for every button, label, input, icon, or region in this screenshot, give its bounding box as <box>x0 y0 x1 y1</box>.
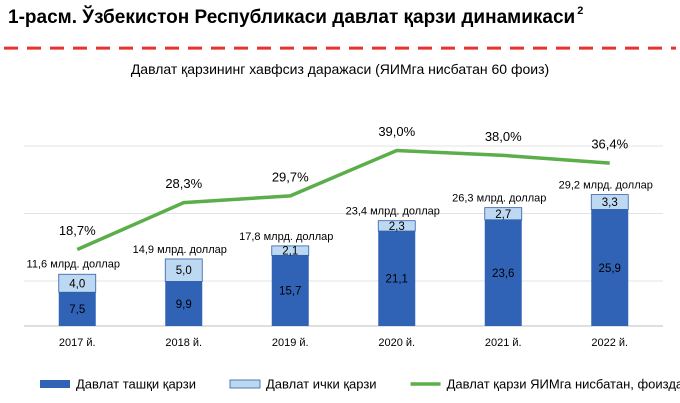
legend-label: Давлат қарзи ЯИМга нисбатан, фоизда <box>447 376 680 391</box>
value-label: 25,9 <box>599 263 621 275</box>
value-label: 2,1 <box>282 246 298 258</box>
x-tick-label: 2020 й. <box>378 337 415 349</box>
value-label: 9,9 <box>176 299 192 311</box>
x-tick-label: 2021 й. <box>485 337 522 349</box>
bar-segment <box>591 209 629 326</box>
bar-segment <box>377 220 416 232</box>
bar-segment <box>271 255 309 326</box>
x-tick-label: 2017 й. <box>59 337 96 349</box>
total-label: 29,2 млрд. доллар <box>559 180 653 192</box>
title-note: 2 <box>577 5 583 17</box>
chart-title: 1-расм. Ўзбекистон Республикаси давлат қ… <box>8 6 575 28</box>
bar-segment <box>378 231 416 326</box>
bar-segment <box>484 207 523 221</box>
value-label: 3,3 <box>602 197 618 209</box>
bar-segment <box>165 281 203 326</box>
line <box>76 148 610 252</box>
legend-label: Давлат ички қарзи <box>266 376 377 391</box>
line-label: 28,3% <box>165 176 202 191</box>
legend-label: Давлат ташқи қарзи <box>76 376 196 391</box>
bar-segment <box>164 258 203 282</box>
legend-swatch <box>229 379 261 389</box>
value-label: 23,6 <box>492 268 514 280</box>
bar-segment <box>271 245 310 256</box>
line-label: 38,0% <box>485 129 522 144</box>
line-label: 36,4% <box>591 137 628 152</box>
legend-swatch <box>40 380 70 388</box>
value-label: 7,5 <box>69 304 85 316</box>
bar-segment <box>590 194 629 210</box>
total-label: 14,9 млрд. доллар <box>133 244 227 256</box>
threshold-label: Давлат қарзининг хавфсиз даражаси (ЯИМга… <box>131 61 549 77</box>
total-label: 23,4 млрд. доллар <box>346 206 440 218</box>
x-tick-label: 2018 й. <box>165 337 202 349</box>
value-label: 15,7 <box>279 286 301 298</box>
value-label: 21,1 <box>386 274 408 286</box>
value-label: 2,3 <box>389 221 405 233</box>
total-label: 26,3 млрд. доллар <box>452 193 546 205</box>
value-label: 4,0 <box>69 278 85 290</box>
total-label: 11,6 млрд. доллар <box>27 259 120 271</box>
x-tick-label: 2022 й. <box>591 337 628 349</box>
total-label: 17,8 млрд. доллар <box>239 231 333 243</box>
value-label: 2,7 <box>495 209 511 221</box>
line-label: 29,7% <box>272 169 309 184</box>
line-label: 39,0% <box>378 124 415 139</box>
bar-segment <box>484 219 522 326</box>
bar-segment <box>58 273 97 293</box>
value-label: 5,0 <box>176 265 192 277</box>
line-label: 18,7% <box>59 223 96 238</box>
x-tick-label: 2019 й. <box>272 337 309 349</box>
bar-segment <box>58 292 96 326</box>
